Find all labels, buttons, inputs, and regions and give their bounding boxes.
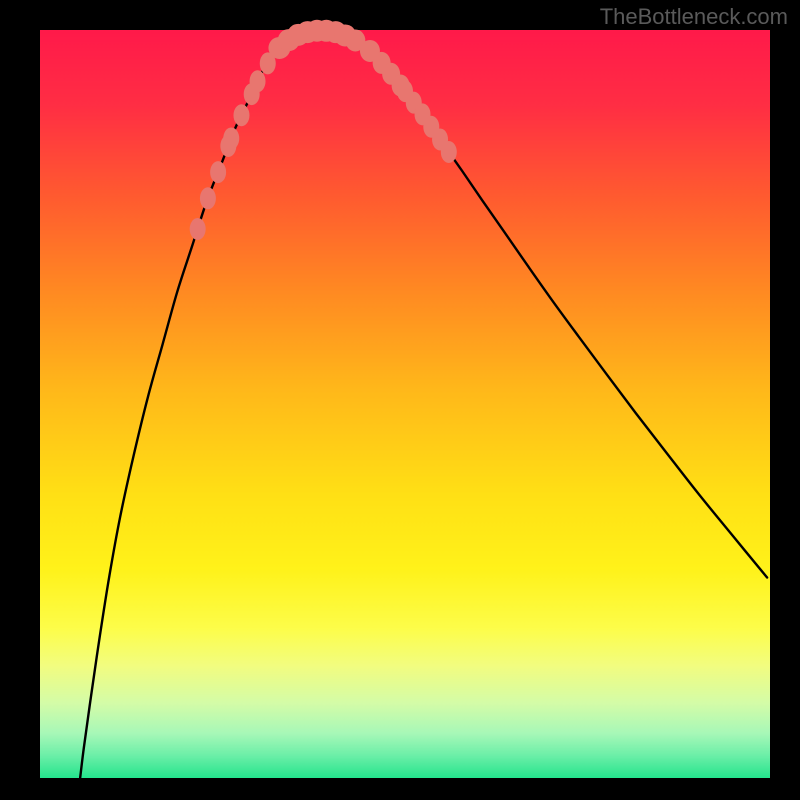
scatter-point xyxy=(190,218,206,240)
plot-area xyxy=(40,30,770,778)
chart-svg xyxy=(40,30,770,778)
scatter-point xyxy=(200,187,216,209)
scatter-point xyxy=(441,141,457,163)
scatter-point xyxy=(250,70,266,92)
scatter-point xyxy=(223,127,239,149)
scatter-point xyxy=(210,161,226,183)
scatter-point xyxy=(233,104,249,126)
bottleneck-curve xyxy=(80,31,767,778)
watermark-text: TheBottleneck.com xyxy=(600,4,788,30)
scatter-points xyxy=(190,20,457,240)
